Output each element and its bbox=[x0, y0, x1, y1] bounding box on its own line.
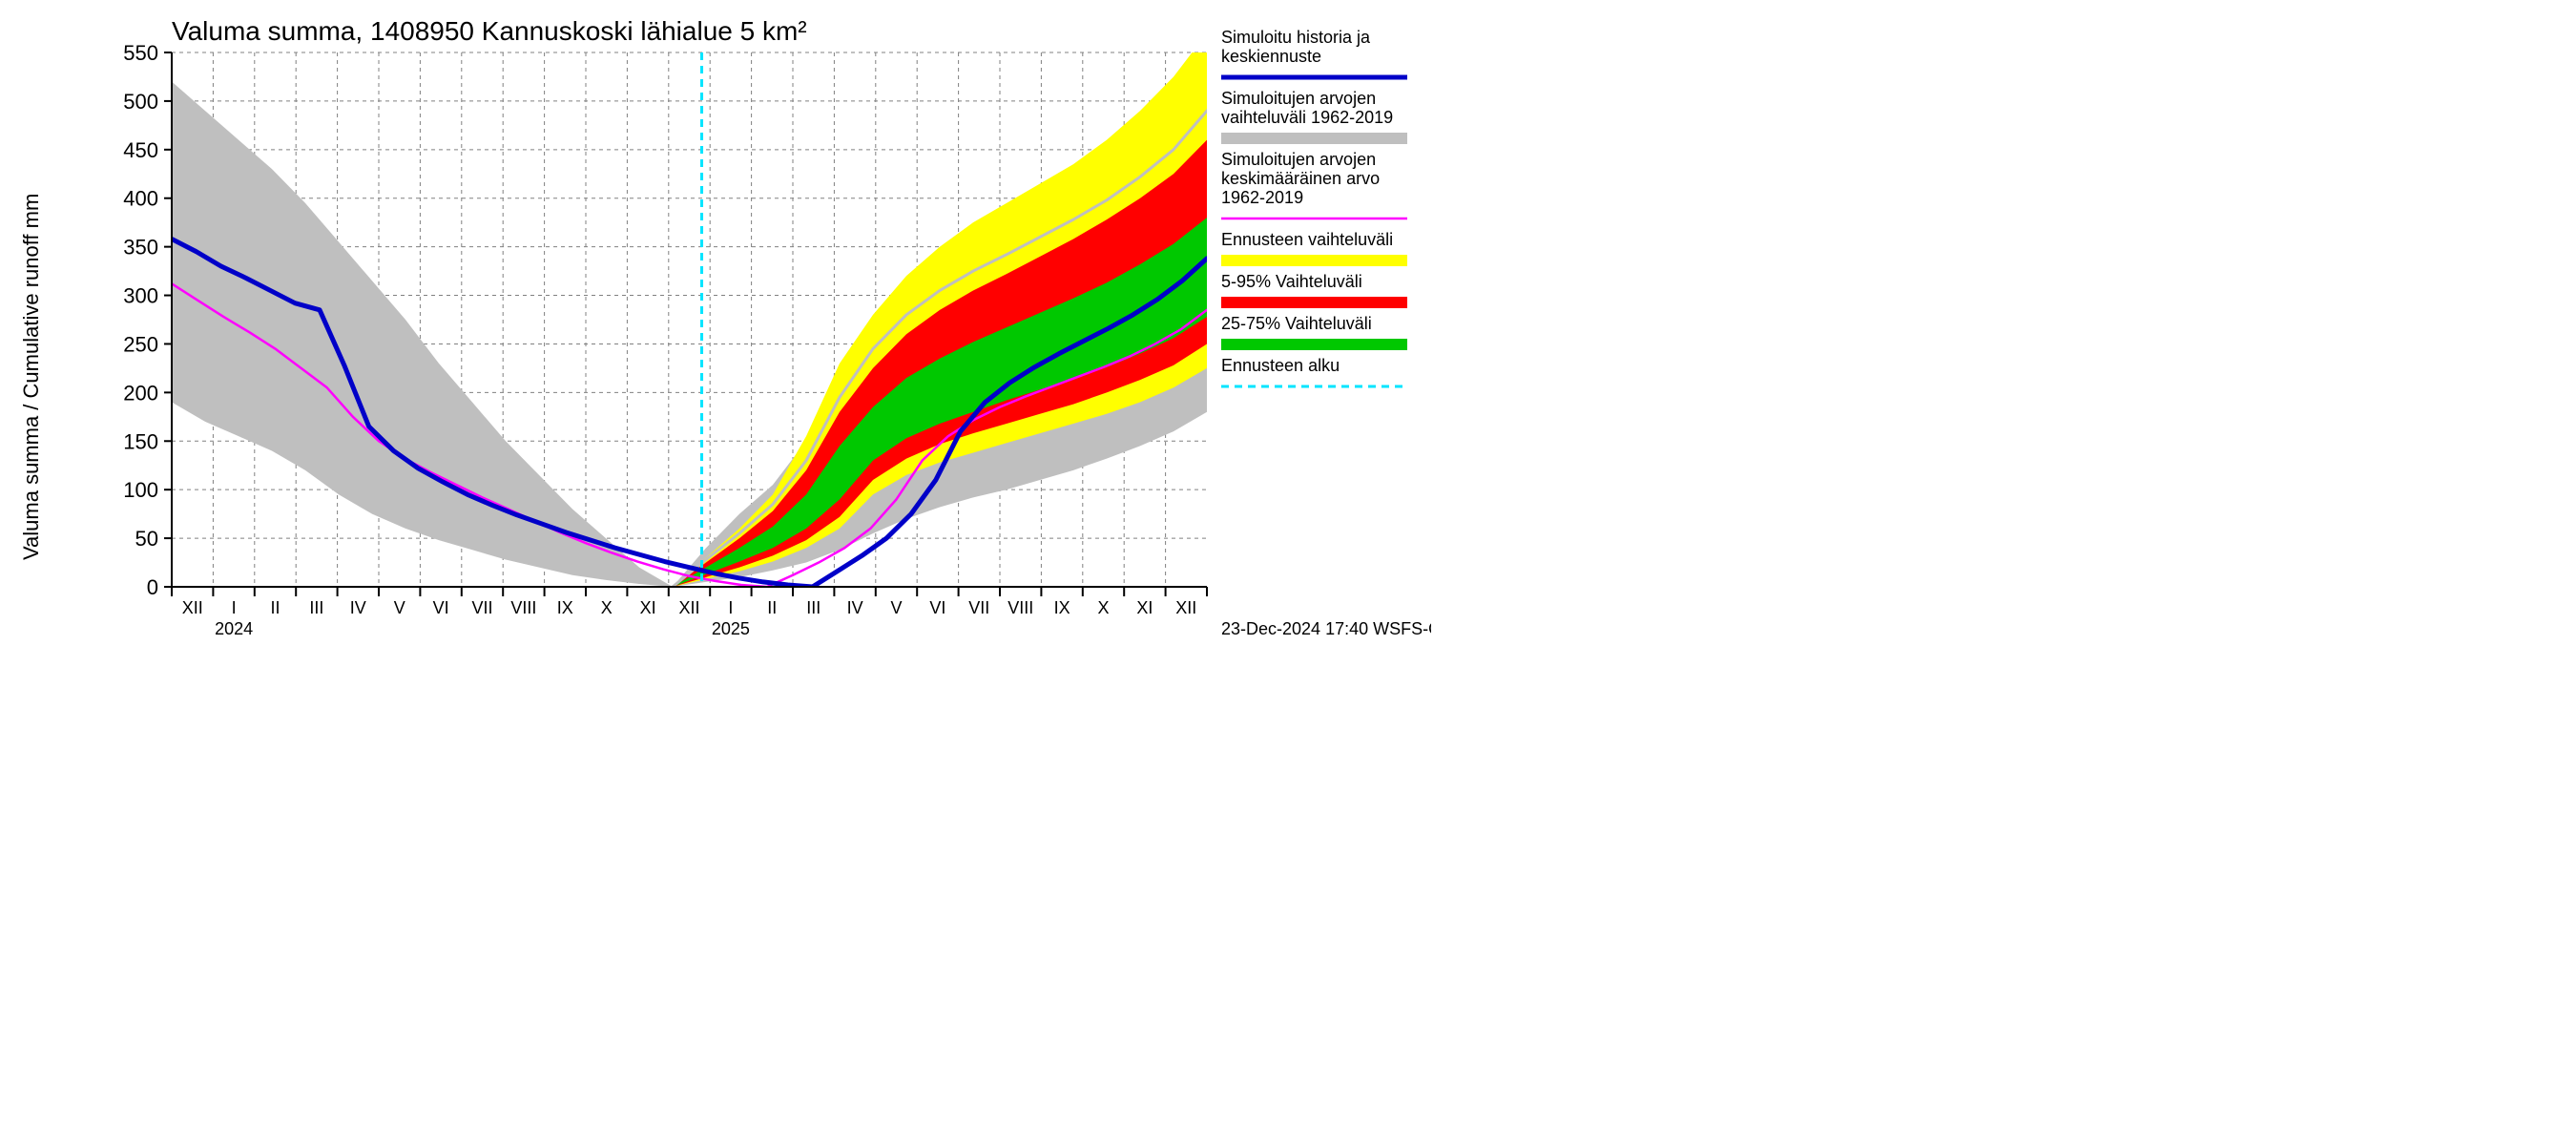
x-month-label: XI bbox=[640, 598, 656, 617]
chart-title: Valuma summa, 1408950 Kannuskoski lähial… bbox=[172, 16, 807, 46]
y-tick-label: 250 bbox=[123, 332, 158, 356]
x-month-label: XII bbox=[1175, 598, 1196, 617]
legend-swatch bbox=[1221, 255, 1407, 266]
y-tick-label: 450 bbox=[123, 138, 158, 162]
x-month-label: V bbox=[394, 598, 405, 617]
legend-label: Ennusteen vaihteluväli bbox=[1221, 230, 1393, 249]
y-tick-label: 500 bbox=[123, 90, 158, 114]
legend-swatch bbox=[1221, 133, 1407, 144]
legend-label: vaihteluväli 1962-2019 bbox=[1221, 108, 1393, 127]
legend-label: Simuloitujen arvojen bbox=[1221, 150, 1376, 169]
x-month-label: III bbox=[806, 598, 821, 617]
x-month-label: XII bbox=[678, 598, 699, 617]
legend-label: keskimääräinen arvo bbox=[1221, 169, 1380, 188]
x-month-label: II bbox=[767, 598, 777, 617]
x-month-label: VIII bbox=[510, 598, 536, 617]
x-month-label: IX bbox=[557, 598, 573, 617]
y-tick-label: 400 bbox=[123, 187, 158, 211]
legend-label: 25-75% Vaihteluväli bbox=[1221, 314, 1372, 333]
legend: Simuloitu historia jakeskiennuste Simuloi… bbox=[1221, 28, 1407, 386]
x-month-label: IV bbox=[847, 598, 863, 617]
x-month-label: VI bbox=[433, 598, 449, 617]
legend-label: keskiennuste bbox=[1221, 47, 1321, 66]
y-tick-label: 150 bbox=[123, 429, 158, 453]
x-month-label: VIII bbox=[1008, 598, 1033, 617]
x-month-label: XI bbox=[1136, 598, 1153, 617]
x-month-label: II bbox=[270, 598, 280, 617]
legend-label: 5-95% Vaihteluväli bbox=[1221, 272, 1362, 291]
x-month-label: X bbox=[1097, 598, 1109, 617]
x-month-label: V bbox=[890, 598, 902, 617]
x-month-label: VII bbox=[968, 598, 989, 617]
legend-label: Ennusteen alku bbox=[1221, 356, 1340, 375]
legend-swatch bbox=[1221, 297, 1407, 308]
x-month-label: I bbox=[232, 598, 237, 617]
x-month-label: VI bbox=[929, 598, 945, 617]
x-year-label: 2025 bbox=[712, 619, 750, 638]
x-month-label: IX bbox=[1054, 598, 1070, 617]
legend-label: 1962-2019 bbox=[1221, 188, 1303, 207]
chart-footer: 23-Dec-2024 17:40 WSFS-O bbox=[1221, 619, 1431, 638]
x-month-label: IV bbox=[350, 598, 366, 617]
legend-swatch bbox=[1221, 339, 1407, 350]
x-month-label: X bbox=[601, 598, 613, 617]
legend-label: Simuloitu historia ja bbox=[1221, 28, 1371, 47]
y-tick-label: 0 bbox=[147, 575, 158, 599]
chart-svg: 050100150200250300350400450500550XIIIIII… bbox=[0, 0, 1431, 649]
x-month-label: III bbox=[309, 598, 323, 617]
y-tick-label: 200 bbox=[123, 381, 158, 405]
y-tick-label: 550 bbox=[123, 41, 158, 65]
x-month-label: I bbox=[728, 598, 733, 617]
x-month-label: VII bbox=[471, 598, 492, 617]
y-tick-label: 300 bbox=[123, 284, 158, 308]
y-tick-label: 50 bbox=[135, 527, 158, 551]
legend-label: Simuloitujen arvojen bbox=[1221, 89, 1376, 108]
x-month-label: XII bbox=[182, 598, 203, 617]
y-tick-label: 100 bbox=[123, 478, 158, 502]
x-year-label: 2024 bbox=[215, 619, 253, 638]
y-axis-label: Valuma summa / Cumulative runoff mm bbox=[19, 194, 43, 560]
chart-container: 050100150200250300350400450500550XIIIIII… bbox=[0, 0, 1431, 649]
y-tick-label: 350 bbox=[123, 236, 158, 260]
